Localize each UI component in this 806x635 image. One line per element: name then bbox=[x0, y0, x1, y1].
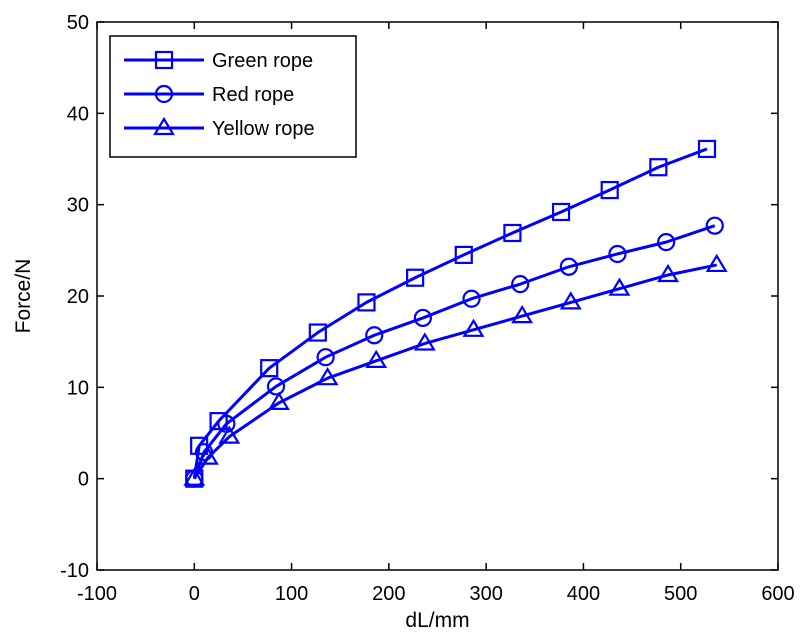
x-tick-label: 200 bbox=[372, 583, 405, 605]
x-tick-label: 0 bbox=[189, 583, 200, 605]
series-line bbox=[193, 263, 718, 480]
data-point-triangle bbox=[316, 367, 339, 386]
data-point-square bbox=[503, 223, 522, 243]
x-tick-label: 600 bbox=[761, 583, 794, 605]
data-point-triangle bbox=[705, 253, 728, 273]
x-tick-label: 400 bbox=[567, 583, 600, 605]
y-axis-title: Force/N bbox=[12, 259, 35, 334]
data-point-square bbox=[406, 268, 425, 287]
data-point-circle bbox=[365, 326, 384, 345]
legend-entry: Yellow rope bbox=[124, 116, 315, 140]
data-point-triangle bbox=[559, 291, 582, 310]
data-point-triangle bbox=[462, 318, 485, 337]
legend-marker-circle bbox=[154, 84, 174, 104]
legend-label: Green rope bbox=[212, 50, 313, 72]
data-point-circle bbox=[462, 289, 481, 308]
legend-entry: Green rope bbox=[124, 50, 313, 72]
x-tick-label: 500 bbox=[664, 583, 697, 605]
data-point-triangle bbox=[196, 446, 219, 465]
x-tick-label: 300 bbox=[469, 583, 502, 605]
series-layer bbox=[183, 139, 728, 488]
data-point-square bbox=[357, 293, 376, 312]
data-point-square bbox=[209, 412, 228, 431]
y-tick-label: 10 bbox=[67, 377, 89, 399]
legend-entries: Green rope Red rope Yellow rope bbox=[124, 50, 315, 140]
data-point-square bbox=[260, 359, 279, 378]
y-tick-label: 40 bbox=[67, 103, 89, 125]
data-point-circle bbox=[266, 377, 286, 396]
data-point-circle bbox=[413, 308, 433, 328]
data-point-triangle bbox=[218, 425, 241, 444]
data-point-triangle bbox=[657, 263, 680, 283]
data-point-circle bbox=[511, 275, 530, 294]
data-point-circle bbox=[705, 216, 724, 235]
data-point-triangle bbox=[413, 332, 436, 351]
data-point-triangle bbox=[511, 304, 534, 324]
data-point-square bbox=[454, 245, 473, 264]
legend-label: Red rope bbox=[212, 84, 294, 106]
data-point-triangle bbox=[183, 467, 206, 486]
series-triangle bbox=[183, 253, 728, 486]
data-point-triangle bbox=[365, 349, 388, 368]
data-point-circle bbox=[316, 348, 335, 367]
legend: Green rope Red rope Yellow rope bbox=[109, 35, 357, 158]
data-point-circle bbox=[608, 244, 627, 264]
data-point-square bbox=[649, 158, 668, 177]
legend-marker-square bbox=[154, 50, 174, 70]
y-tick-label: 30 bbox=[67, 195, 89, 217]
legend-label: Yellow rope bbox=[212, 118, 315, 140]
data-point-square bbox=[697, 139, 717, 159]
y-tick-label: 50 bbox=[67, 12, 89, 34]
series-line bbox=[192, 224, 716, 480]
data-point-triangle bbox=[267, 391, 290, 410]
series-circle bbox=[185, 216, 724, 488]
x-tick-label: -100 bbox=[77, 583, 117, 605]
data-point-square bbox=[600, 180, 619, 200]
x-tick-label: 100 bbox=[275, 583, 308, 605]
legend-box bbox=[109, 35, 357, 158]
y-tick-label: -10 bbox=[60, 560, 89, 582]
data-point-circle bbox=[559, 257, 578, 276]
x-axis-title: dL/mm bbox=[405, 609, 469, 632]
data-point-square bbox=[308, 323, 327, 342]
legend-entry: Red rope bbox=[124, 84, 294, 106]
data-point-triangle bbox=[608, 277, 631, 296]
y-tick-label: 20 bbox=[67, 286, 89, 308]
y-tick-label: 0 bbox=[78, 469, 89, 491]
data-point-circle bbox=[657, 233, 676, 252]
legend-marker-triangle bbox=[153, 116, 175, 136]
data-point-square bbox=[551, 202, 571, 222]
